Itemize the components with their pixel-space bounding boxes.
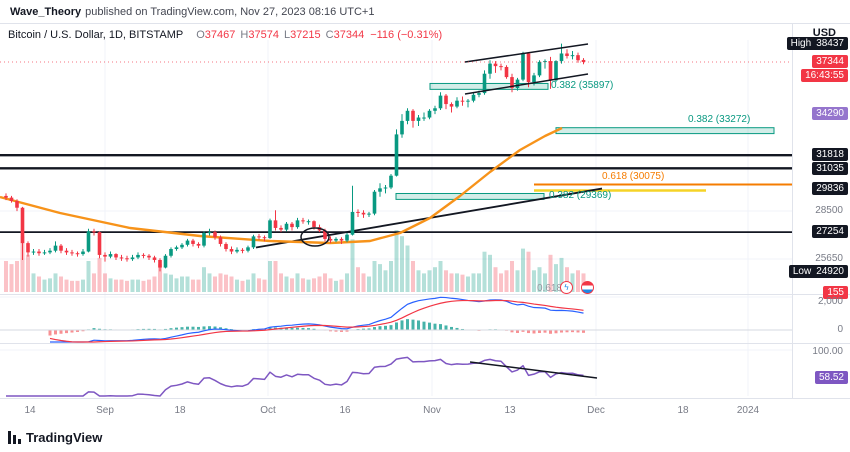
time-label: 18 (677, 405, 689, 416)
fib-label-35897: 0.382 (35897) (551, 80, 614, 91)
fib-zones (395, 82, 792, 200)
moving-average-line (0, 126, 563, 245)
fib-label-33272: 0.382 (33272) (688, 114, 751, 125)
low-value: 37215 (290, 29, 321, 41)
macd-indicator (0, 296, 792, 343)
price-tick-25650: 25650 (815, 253, 843, 264)
low-price-badge: Low 24920 (788, 265, 848, 278)
time-label: 14 (24, 405, 36, 416)
time-label: Dec (587, 405, 605, 416)
level-badge-31818: 31818 (812, 148, 848, 161)
gridlines (0, 40, 792, 396)
time-label: Nov (423, 405, 441, 416)
symbol-title[interactable]: Bitcoin / U.S. Dollar, 1D, BITSTAMP (8, 29, 184, 41)
publication-text: published on TradingView.com, Nov 27, 20… (85, 5, 375, 18)
rsi-tick-100: 100.00 (812, 346, 843, 357)
candlesticks (4, 43, 586, 272)
open-label: O (196, 29, 205, 41)
price-scale[interactable]: USD High 38437 37344 16:43:55 34290 31818… (786, 24, 850, 398)
close-value: 37344 (333, 29, 365, 41)
trendline-badge-29836: 29836 (812, 182, 848, 195)
time-scale[interactable]: 14 Sep 18 Oct 16 Nov 13 Dec 18 2024 (0, 399, 793, 423)
price-scale-currency: USD (812, 27, 836, 39)
time-label: 16 (339, 405, 351, 416)
author-name: Wave_Theory (10, 5, 82, 18)
fib-label-30075: 0.618 (30075) (602, 171, 665, 182)
change-value: −116 (−0.31%) (370, 29, 443, 41)
high-label: H (240, 29, 249, 41)
rsi-value-badge: 58.52 (814, 371, 848, 384)
pane-separators (0, 24, 850, 399)
macd-value-badge: 155 (823, 286, 848, 299)
low-label: L (283, 29, 291, 41)
flag-badge-icon (581, 281, 594, 294)
fib-label-29369: 0.382 (29369) (549, 190, 612, 201)
price-tick-28500: 28500 (815, 205, 843, 216)
fib-label-0618: 0.618 (537, 283, 563, 294)
ma-price-badge: 34290 (812, 107, 848, 120)
high-price-badge: High 38437 (786, 37, 848, 50)
macd-tick-0: 0 (837, 324, 843, 335)
lightning-badge-icon: ϟ (560, 281, 573, 294)
rsi-indicator (6, 356, 598, 397)
level-badge-27254: 27254 (812, 225, 848, 238)
time-label: Oct (260, 405, 276, 416)
publication-header: Wave_Theory published on TradingView.com… (0, 0, 850, 24)
tradingview-logo-icon (8, 430, 21, 444)
macd-tick-2000: 2,000 (817, 296, 843, 307)
time-label: 2024 (736, 405, 760, 416)
high-value: 37574 (248, 29, 279, 41)
time-label: 13 (504, 405, 516, 416)
brand-name: TradingView (26, 429, 103, 445)
time-label: Sep (96, 405, 114, 416)
tradingview-attribution[interactable]: TradingView (8, 428, 102, 446)
open-value: 37467 (204, 29, 236, 41)
last-price-badge: 37344 (812, 55, 848, 68)
time-label: 18 (174, 405, 186, 416)
symbol-legend: Bitcoin / U.S. Dollar, 1D, BITSTAMP O3746… (8, 29, 442, 41)
close-label: C (325, 29, 334, 41)
volume-histogram (4, 230, 586, 292)
drawn-annotations (0, 43, 792, 247)
level-badge-31035: 31035 (812, 162, 848, 175)
rsi-trendline (469, 361, 598, 379)
countdown-badge: 16:43:55 (801, 69, 848, 82)
